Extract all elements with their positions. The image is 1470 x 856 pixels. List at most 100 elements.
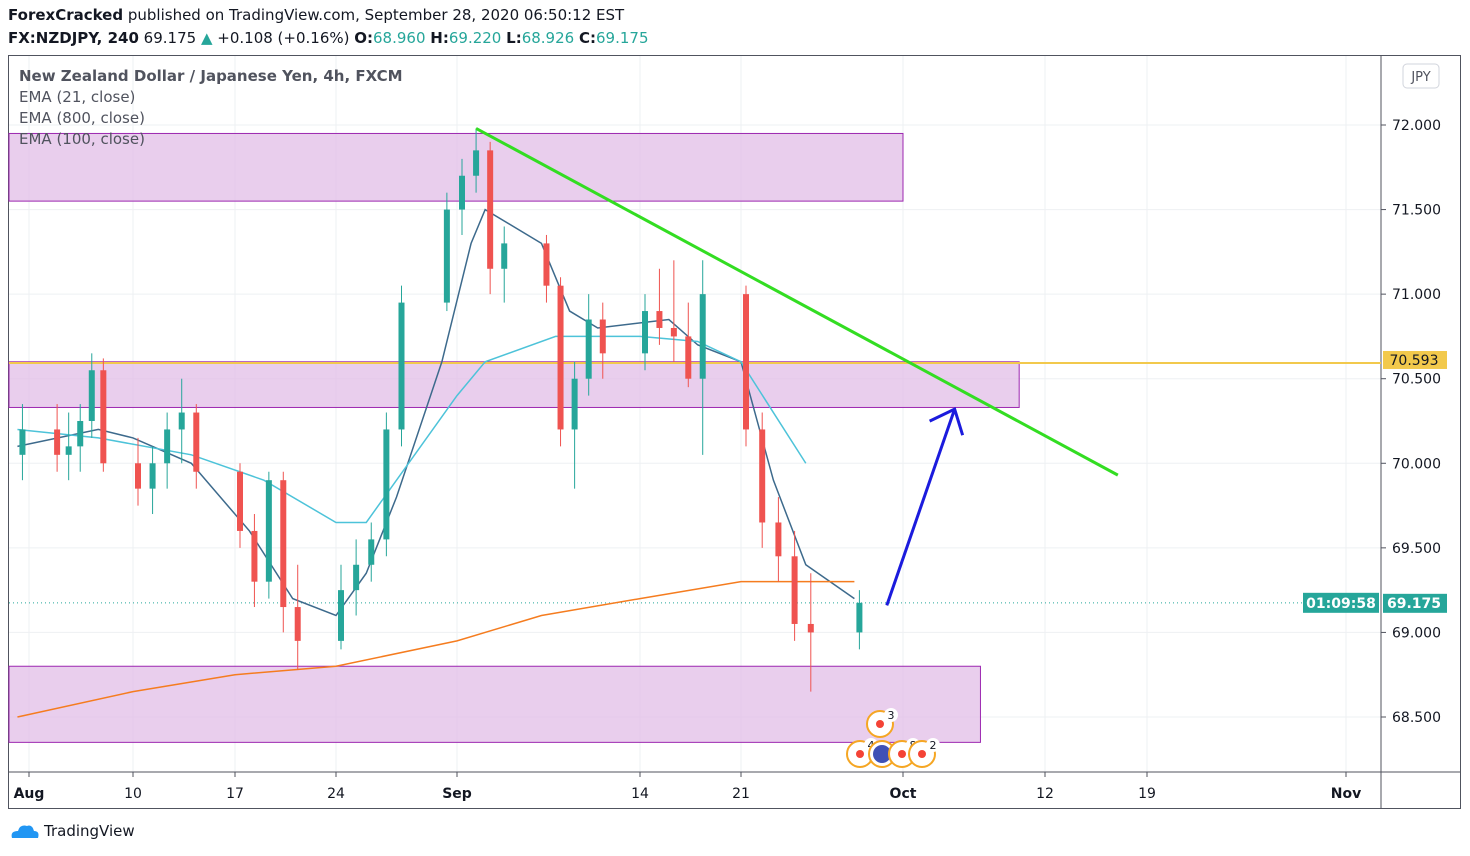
candle [642, 294, 648, 371]
economic-event-icon[interactable]: 2 [908, 738, 940, 768]
y-tick-label: 71.000 [1392, 287, 1441, 303]
currency-badge [1402, 63, 1440, 89]
candle [807, 573, 814, 692]
x-tick-label: 10 [124, 786, 142, 802]
x-tick-label: 12 [1036, 786, 1054, 802]
event-count-bg [926, 738, 940, 752]
supply-demand-zone [8, 665, 981, 743]
candle-body [338, 590, 344, 641]
candle-body [585, 319, 592, 379]
y-tick-label: 69.000 [1392, 625, 1441, 641]
event-dot [918, 750, 926, 758]
candle-body [543, 243, 550, 286]
trendline [475, 127, 1119, 477]
candle-body [265, 480, 272, 582]
event-count: 2 [930, 739, 937, 752]
economic-event-icon[interactable] [868, 740, 896, 768]
y-tick-label: 68.500 [1392, 710, 1441, 726]
candle [459, 158, 465, 235]
event-dot [876, 720, 884, 728]
candle-body [699, 294, 706, 379]
last-price-label: 69.175 [1387, 596, 1441, 612]
candle [135, 437, 141, 506]
candle-body [164, 429, 171, 464]
low-label: L: [506, 29, 522, 47]
candle [473, 128, 480, 193]
candle [353, 539, 360, 616]
candle-body [193, 412, 200, 472]
candle-body [743, 294, 749, 430]
candle-body [807, 623, 814, 633]
candle-body [571, 378, 578, 430]
close-value: 69.175 [596, 29, 649, 47]
candle [743, 285, 749, 447]
legend-ema800[interactable]: EMA (800, close) [19, 109, 145, 127]
candle [265, 471, 272, 599]
candle-body [54, 429, 61, 455]
y-tick-label: 71.500 [1392, 203, 1441, 219]
chart-legend: New Zealand Dollar / Japanese Yen, 4h, F… [19, 66, 403, 150]
legend-ema21[interactable]: EMA (21, close) [19, 88, 136, 106]
x-tick-label: 21 [732, 786, 750, 802]
event-dot [873, 745, 891, 763]
candle [599, 302, 606, 379]
triangle-up-icon: ▲ [200, 29, 213, 47]
candle-body [280, 480, 287, 608]
currency-label: JPY [1410, 70, 1430, 85]
candle [443, 192, 450, 312]
candle-body [473, 150, 480, 176]
close-label: C: [578, 29, 596, 47]
candle [557, 277, 564, 447]
candle-body [599, 319, 606, 354]
candle-body [88, 370, 95, 421]
y-tick-label: 70.500 [1392, 372, 1441, 388]
candle-body [670, 327, 677, 337]
candle [487, 141, 494, 295]
candle-body [459, 175, 465, 210]
open-label: O: [354, 29, 374, 47]
y-tick-label: 72.000 [1392, 118, 1441, 134]
candle [501, 226, 508, 303]
x-tick-label: Nov [1331, 786, 1361, 802]
candle [280, 471, 287, 633]
countdown-tag [1303, 592, 1379, 613]
tradingview-logo[interactable]: TradingView [10, 822, 135, 840]
candle [368, 522, 375, 582]
candle-body [642, 311, 648, 354]
legend-ema100[interactable]: EMA (100, close) [19, 130, 145, 148]
candle-body [149, 463, 156, 489]
candle-body [77, 420, 84, 447]
candle-body [368, 539, 375, 565]
candle-body [656, 311, 663, 328]
last-price-tag [1383, 593, 1447, 613]
candle [585, 294, 592, 396]
publish-info: ForexCracked published on TradingView.co… [8, 6, 624, 24]
y-tick-label: 70.000 [1392, 456, 1441, 472]
footer-brand: TradingView [44, 822, 135, 840]
projection-arrow [885, 408, 957, 606]
open-value: 68.960 [373, 29, 426, 47]
x-tick-label: Oct [890, 786, 917, 802]
ema-line [17, 335, 807, 524]
candle [164, 412, 171, 489]
author[interactable]: ForexCracked [8, 6, 124, 24]
candle-body [19, 429, 26, 455]
publish-text: published on TradingView.com, September … [127, 6, 625, 24]
supply-demand-zone [8, 132, 904, 202]
candle [251, 514, 258, 608]
event-count: 3 [888, 709, 895, 722]
candle-body [759, 429, 766, 523]
level-price-tag [1383, 350, 1447, 369]
candle [237, 463, 243, 548]
candle-body [487, 150, 494, 269]
candle-body [443, 209, 450, 303]
candle [398, 285, 405, 447]
economic-event-icon[interactable]: 3 [866, 708, 898, 738]
candle [699, 260, 706, 455]
candle-body [135, 463, 141, 489]
candle [338, 564, 344, 650]
candle-body [353, 564, 360, 591]
event-dot [898, 750, 906, 758]
event-count-bg [884, 708, 898, 722]
